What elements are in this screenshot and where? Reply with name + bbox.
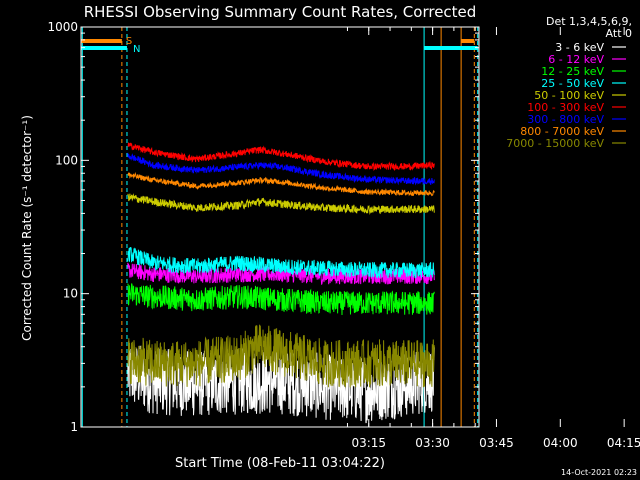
series-line-800-7000-kev — [127, 172, 435, 197]
legend-item-label: 800 - 7000 keV — [520, 125, 604, 138]
x-tick-label: 03:30 — [415, 436, 450, 450]
y-axis-label: Corrected Count Rate (s⁻¹ detector⁻¹) — [20, 115, 34, 341]
y-tick-label: 1000 — [47, 20, 78, 34]
legend-header-line1: Det 1,3,4,5,6,9, — [546, 15, 632, 28]
x-tick-label: 03:15 — [351, 436, 386, 450]
legend-item-label: 12 - 25 keV — [541, 65, 604, 78]
footer-timestamp: 14-Oct-2021 02:23 — [561, 468, 637, 477]
x-tick-label: 04:00 — [543, 436, 578, 450]
flag-label-s: S — [126, 36, 132, 47]
legend-item-label: 50 - 100 keV — [534, 89, 604, 102]
legend-item-label: 6 - 12 keV — [548, 53, 604, 66]
chart-title: RHESSI Observing Summary Count Rates, Co… — [84, 3, 477, 21]
y-tick-label: 1 — [70, 420, 78, 434]
x-axis-label: Start Time (08-Feb-11 03:04:22) — [175, 456, 385, 471]
series-layer: SN — [81, 27, 479, 427]
flag-bar — [81, 46, 127, 50]
series-line-50-100-kev — [127, 193, 435, 215]
legend-item-label: 7000 - 15000 keV — [506, 137, 604, 150]
legend-item-label: 300 - 800 keV — [527, 113, 604, 126]
legend-item-label: 25 - 50 keV — [541, 77, 604, 90]
series-line-25-50-kev — [127, 246, 435, 279]
legend-item-label: 100 - 300 keV — [527, 101, 604, 114]
legend-header-line2: Att 0 — [606, 27, 632, 40]
flag-bar — [461, 39, 475, 43]
flag-label-n: N — [133, 44, 140, 55]
legend-item-label: 3 - 6 keV — [555, 41, 604, 54]
series-line-100-300-kev — [127, 142, 435, 172]
series-line-300-800-kev — [127, 152, 435, 186]
series-line-12-25-kev — [127, 283, 435, 316]
x-tick-label: 03:45 — [479, 436, 514, 450]
y-tick-label: 10 — [63, 287, 78, 301]
flag-bar — [424, 46, 478, 50]
x-tick-label: 04:15 — [607, 436, 640, 450]
flag-bar — [81, 39, 122, 43]
plot-frame — [80, 26, 480, 428]
y-tick-label: 100 — [55, 153, 78, 167]
series-line-7000-15000-kev — [127, 324, 435, 388]
